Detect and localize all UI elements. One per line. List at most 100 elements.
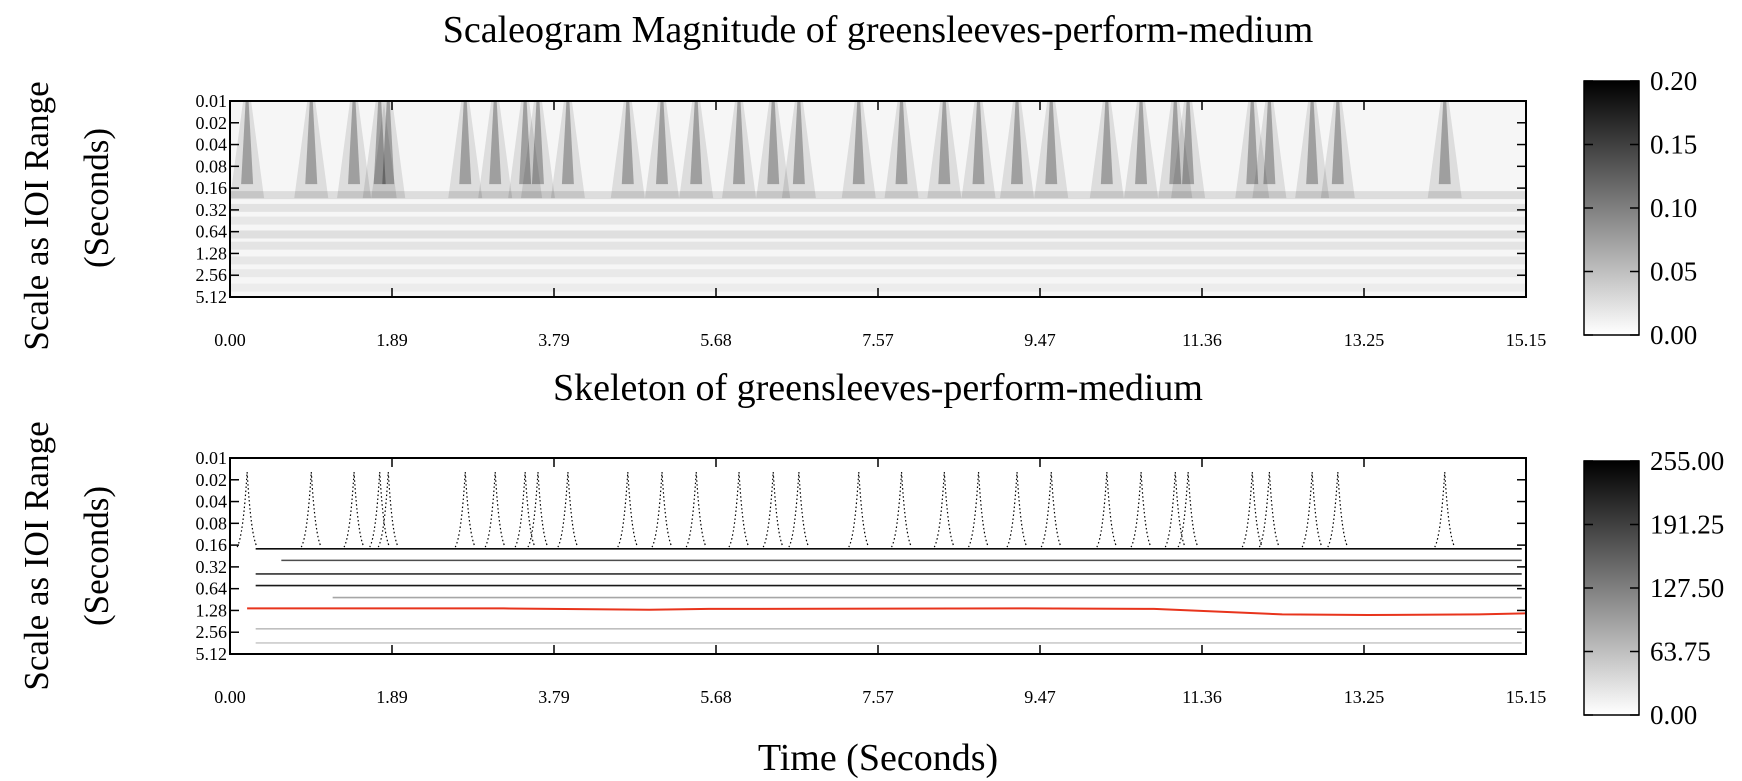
onset-cone-core (1011, 101, 1024, 185)
skeleton-frame (229, 457, 1527, 655)
colorbar-tick-label: 0.05 (1650, 257, 1697, 287)
skeleton-xlabel: Time (Seconds) (758, 737, 998, 779)
onset-cone (1295, 101, 1330, 199)
onset-cone (884, 101, 919, 199)
onset-cone (478, 101, 513, 199)
onset-cone (841, 101, 876, 199)
onset-ridge (1241, 471, 1263, 548)
skeleton-ylabel: Scale as IOI Range (Seconds) (17, 421, 116, 690)
y-tick-label: 0.16 (196, 535, 228, 555)
skeleton-panel: Skeleton of greensleeves-perform-medium … (17, 367, 1724, 779)
scaleogram-ylabel: Scale as IOI Range (Seconds) (17, 81, 116, 350)
onset-ridge (1130, 471, 1152, 548)
onset-ridge (514, 471, 536, 548)
onset-ridge (617, 471, 639, 548)
colorbar-tick-label: 191.25 (1650, 510, 1724, 540)
onset-ridge (788, 471, 810, 548)
onset-ridge (762, 471, 784, 548)
onset-cone-core (373, 101, 386, 185)
y-tick-label: 0.32 (196, 200, 228, 220)
colorbar-tick-label: 0.00 (1650, 320, 1697, 350)
skeleton-title: Skeleton of greensleeves-perform-medium (553, 367, 1203, 409)
onset-cone-core (348, 101, 361, 185)
onset-ridge (1177, 471, 1199, 548)
colorbar-tick-label: 255.00 (1650, 446, 1724, 476)
scaleogram-ticks: 0.00 1.89 3.79 5.68 7.57 9.47 11.36 13.25 15.15 0… (196, 91, 1547, 350)
x-tick-label: 11.36 (1182, 687, 1222, 707)
onset-cone (1171, 101, 1206, 199)
onset-cone-core (489, 101, 502, 185)
y-tick-label: 0.02 (196, 113, 228, 133)
scale-band (230, 191, 1526, 200)
onset-cone (961, 101, 996, 199)
colorbar-tick-label: 0.00 (1650, 700, 1697, 730)
x-tick-label: 3.79 (538, 330, 570, 350)
onset-ridge (454, 471, 476, 548)
y-tick-label: 0.64 (196, 579, 228, 599)
onset-cone (520, 101, 555, 199)
y-tick-label: 1.28 (196, 600, 228, 620)
onset-cone-core (732, 101, 745, 185)
onset-ridge (1434, 471, 1456, 548)
onset-cone-core (1169, 101, 1182, 185)
onset-cone-core (1045, 101, 1058, 185)
onset-cone-core (852, 101, 865, 185)
colorbar-tick-label: 127.50 (1650, 573, 1724, 603)
onset-cone-core (531, 101, 544, 185)
onset-cone-core (792, 101, 805, 185)
onset-ridge (1258, 471, 1280, 548)
y-tick-label: 0.08 (196, 513, 228, 533)
skeleton-ticks: 0.00 1.89 3.79 5.68 7.57 9.47 11.36 13.25 15.15 0… (196, 448, 1547, 707)
y-tick-label: 5.12 (196, 287, 228, 307)
skeleton-colorbar: 255.00 191.25 127.50 63.75 0.00 (1583, 446, 1724, 730)
onset-ridge (1096, 471, 1118, 548)
onset-ridge (651, 471, 673, 548)
y-tick-label: 0.04 (196, 492, 228, 512)
y-tick-label: 2.56 (196, 622, 228, 642)
x-tick-label: 7.57 (862, 687, 894, 707)
onset-cone (1000, 101, 1035, 199)
onset-ridge (890, 471, 913, 548)
onset-cone (610, 101, 645, 199)
onset-cone (448, 101, 483, 199)
onset-cone (756, 101, 791, 199)
scaleogram-background (230, 101, 1526, 297)
onset-cone-core (1100, 101, 1113, 185)
x-tick-label: 1.89 (376, 687, 408, 707)
onset-cone-core (972, 101, 985, 185)
x-tick-label: 5.68 (700, 330, 732, 350)
x-tick-label: 15.15 (1506, 330, 1547, 350)
scale-band (230, 203, 1526, 212)
onset-cone (679, 101, 714, 199)
y-tick-label: 0.64 (196, 222, 228, 242)
y-tick-label: 0.02 (196, 470, 228, 490)
x-tick-label: 7.57 (862, 330, 894, 350)
scaleogram-title: Scaleogram Magnitude of greensleeves-per… (443, 9, 1314, 51)
onset-cone-core (656, 101, 668, 185)
onset-cone-core (305, 101, 318, 185)
y-tick-label: 5.12 (196, 644, 228, 664)
y-tick-label: 0.16 (196, 178, 228, 198)
onset-cone-core (767, 101, 780, 185)
y-tick-label: 0.04 (196, 135, 228, 155)
y-tick-label: 2.56 (196, 265, 228, 285)
onset-cone-core (1246, 101, 1259, 185)
onset-cone (508, 101, 543, 199)
onset-cone (230, 101, 265, 199)
scaleogram-plot-area (230, 101, 1526, 297)
onset-cone-core (459, 101, 472, 185)
onset-ridge (1301, 471, 1323, 548)
onset-ridge (343, 471, 365, 548)
skeleton-ylabel-line-2: (Seconds) (77, 486, 116, 626)
onset-cone-core (938, 101, 951, 185)
scaleogram-panel: Scaleogram Magnitude of greensleeves-per… (17, 9, 1697, 351)
y-tick-label: 1.28 (196, 243, 228, 263)
x-tick-label: 15.15 (1506, 687, 1547, 707)
onset-ridge (369, 471, 391, 548)
onset-cone (337, 101, 372, 199)
scale-band (230, 216, 1526, 225)
onset-cone-core (690, 101, 703, 185)
onset-ridge (967, 471, 990, 548)
onset-ridge (484, 471, 506, 548)
colorbar-tick-label: 63.75 (1650, 637, 1711, 667)
